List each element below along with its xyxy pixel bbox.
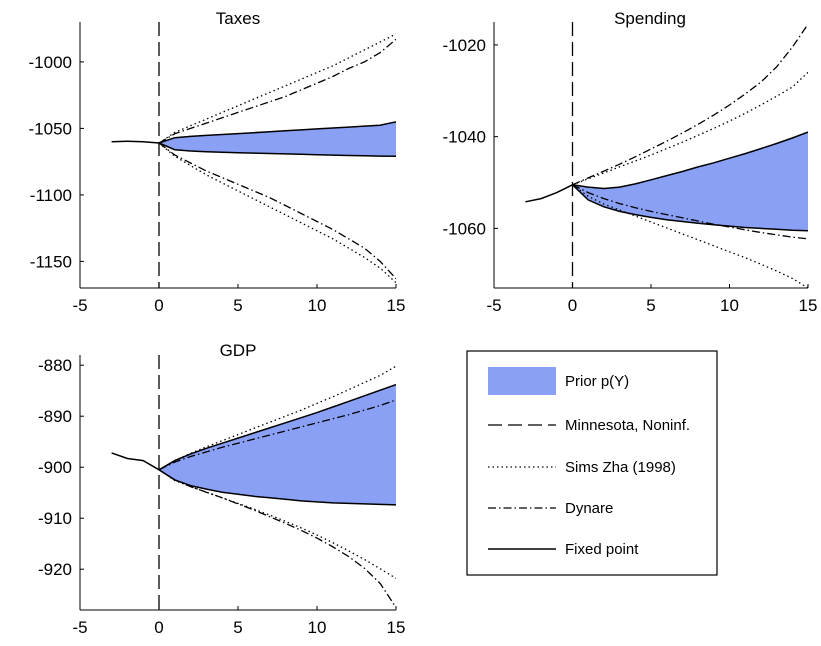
x-tick-label: -5 xyxy=(486,296,501,315)
sims-zha-1998-lower-line xyxy=(158,142,396,284)
x-tick-label: 0 xyxy=(154,296,163,315)
dynare-lower-line xyxy=(158,142,396,280)
legend-label-dynare: Dynare xyxy=(565,500,613,517)
x-tick-label: 5 xyxy=(233,296,242,315)
y-tick-label: -1100 xyxy=(30,186,72,205)
y-tick-label: -1040 xyxy=(443,128,486,147)
fixed-point-lower-line xyxy=(158,469,396,506)
prior-band xyxy=(159,121,396,157)
fixed-point-upper-line xyxy=(572,131,808,190)
x-tick-label: -5 xyxy=(72,296,87,315)
plot-area xyxy=(525,22,808,288)
dynare-upper-line xyxy=(158,399,396,471)
x-tick-label: 15 xyxy=(387,618,406,637)
fixed-point-upper-line xyxy=(158,383,396,471)
plot-area xyxy=(111,355,396,610)
y-tick-label: -1000 xyxy=(29,53,72,72)
y-tick-label: -920 xyxy=(38,560,72,579)
x-tick-label: 0 xyxy=(154,618,163,637)
plot-area xyxy=(111,22,396,288)
prior-band xyxy=(159,384,396,505)
sims-zha-1998-upper-line xyxy=(572,71,808,186)
y-tick-label: -1150 xyxy=(30,252,72,271)
sims-zha-1998-upper-line xyxy=(158,33,396,144)
legend-label-sims-zha: Sims Zha (1998) xyxy=(565,459,676,476)
panel-title: Spending xyxy=(614,9,686,28)
history-line xyxy=(111,140,160,144)
x-tick-label: 5 xyxy=(233,618,242,637)
x-tick-label: 0 xyxy=(568,296,577,315)
x-tick-label: 15 xyxy=(799,296,818,315)
y-tick-label: -1020 xyxy=(443,36,486,55)
y-tick-label: -890 xyxy=(38,407,72,426)
x-tick-label: 10 xyxy=(720,296,739,315)
legend-swatch-prior xyxy=(488,367,556,395)
sims-zha-1998-lower-line xyxy=(572,184,808,288)
panel-title: Taxes xyxy=(216,9,260,28)
legend: Prior p(Y) Minnesota, Noninf. Sims Zha (… xyxy=(466,350,718,576)
legend-label-prior: Prior p(Y) xyxy=(565,373,629,390)
y-tick-label: -910 xyxy=(38,509,72,528)
dynare-upper-line xyxy=(572,23,808,186)
fixed-point-upper-line xyxy=(158,121,396,144)
x-tick-label: 10 xyxy=(308,296,327,315)
chart-panel-taxes: Taxes -5 0 5 10 15 -1000 -1050 -1100 -1150 xyxy=(29,9,406,315)
fixed-point-lower-line xyxy=(158,142,396,158)
panel-title: GDP xyxy=(220,341,257,360)
y-tick-label: -1050 xyxy=(29,119,72,138)
history-line xyxy=(111,452,160,471)
legend-label-fixed-point: Fixed point xyxy=(565,541,639,558)
x-tick-label: 15 xyxy=(387,296,406,315)
y-tick-label: -1060 xyxy=(443,219,486,238)
x-tick-label: 5 xyxy=(646,296,655,315)
x-tick-label: 10 xyxy=(308,618,327,637)
fixed-point-lower-line xyxy=(571,184,808,232)
dynare-upper-line xyxy=(158,38,396,144)
y-tick-label: -880 xyxy=(38,356,72,375)
chart-panel-gdp: GDP -5 0 5 10 15 -880 -890 -900 -910 -920 xyxy=(38,341,405,637)
x-tick-label: -5 xyxy=(72,618,87,637)
history-line xyxy=(525,184,573,203)
dynare-lower-line xyxy=(572,184,808,240)
chart-panel-spending: Spending -5 0 5 10 15 -1020 -1040 -1060 xyxy=(443,9,818,315)
y-tick-label: -900 xyxy=(38,458,72,477)
legend-label-minnesota: Minnesota, Noninf. xyxy=(565,417,690,434)
dynare-lower-line xyxy=(158,469,396,608)
